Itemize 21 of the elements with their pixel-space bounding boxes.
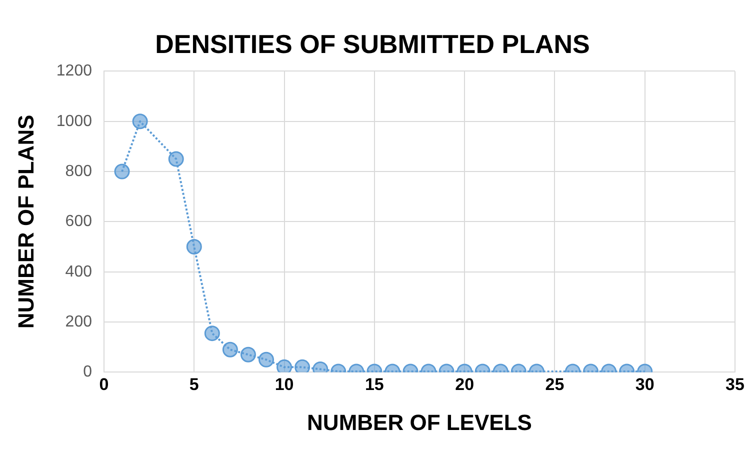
x-tick-label: 35 bbox=[726, 375, 744, 394]
point bbox=[168, 151, 184, 167]
x-tick-label: 10 bbox=[274, 375, 294, 394]
y-tick-label: 400 bbox=[65, 263, 92, 280]
x-tick-label: 5 bbox=[189, 375, 199, 394]
x-tick-label: 0 bbox=[99, 375, 109, 394]
y-tick-label: 1000 bbox=[56, 112, 92, 130]
x-tick-label: 30 bbox=[635, 375, 654, 394]
x-tick-label: 15 bbox=[364, 375, 384, 394]
y-tick-label: 800 bbox=[65, 162, 92, 180]
x-tick-label: 25 bbox=[545, 375, 564, 394]
point bbox=[114, 164, 130, 180]
y-axis-title: NUMBER OF PLANS bbox=[13, 114, 38, 329]
y-tick-label: 0 bbox=[83, 364, 92, 381]
y-tick-label: 600 bbox=[65, 213, 92, 230]
y-tick-label: 1200 bbox=[56, 62, 92, 80]
chart-title: DENSITIES OF SUBMITTED PLANS bbox=[155, 28, 590, 59]
x-tick-label: 20 bbox=[455, 375, 474, 394]
point bbox=[132, 114, 148, 130]
y-tick-label: 200 bbox=[65, 313, 92, 330]
x-axis-title: NUMBER OF LEVELS bbox=[307, 410, 532, 435]
